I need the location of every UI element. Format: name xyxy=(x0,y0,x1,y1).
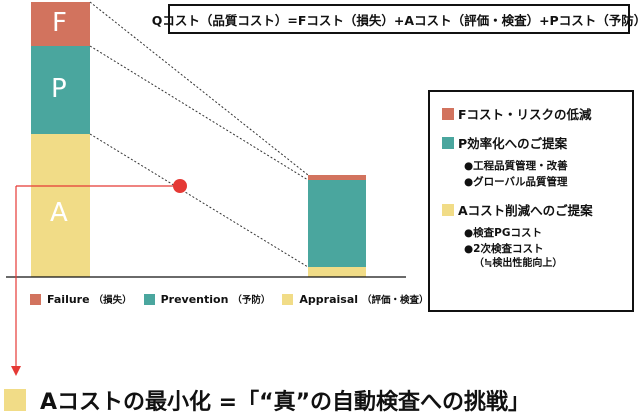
legend-group-appraisal: Aコスト削減へのご提案 ●検査PGコスト ●2次検査コスト （≒検出性能向上） xyxy=(442,200,624,270)
bar-legend-swatch-prevention xyxy=(143,293,155,305)
bar-legend-swatch-failure xyxy=(30,293,41,305)
left-bar-prevention-segment xyxy=(31,46,90,134)
legend-title-prevention: P効率化へのご提案 xyxy=(458,136,568,151)
right-bar-appraisal-segment xyxy=(308,267,366,277)
conclusion-text: Aコストの最小化 =「“真”の自動検査への挑戦」 xyxy=(40,390,531,415)
left-bar-f-label: F xyxy=(52,8,67,38)
legend-note: （≒検出性能向上） xyxy=(474,258,563,269)
legend-group-failure: Fコスト・リスクの低減 xyxy=(442,104,624,123)
bar-legend-prevention: Prevention （予防） xyxy=(143,292,271,306)
bar-legend-label: Failure xyxy=(47,292,90,306)
formula-box: Qコスト（品質コスト）=Fコスト（損失）+Aコスト（評価・検査）+Pコスト（予防… xyxy=(152,4,640,34)
connector-line-failure xyxy=(89,45,309,181)
legend-swatch-appraisal xyxy=(442,203,454,216)
legend-item: ●工程品質管理・改善 xyxy=(464,160,568,172)
conclusion-swatch xyxy=(4,389,26,411)
legend-group-prevention: P効率化へのご提案 ●工程品質管理・改善 ●グローバル品質管理 xyxy=(442,133,624,190)
legend-title-appraisal: Aコスト削減へのご提案 xyxy=(458,203,593,218)
bar-legend-appraisal: Appraisal （評価・検査） xyxy=(282,292,429,306)
solutions-legend: Fコスト・リスクの低減 P効率化へのご提案 ●工程品質管理・改善 ●グローバル品… xyxy=(428,90,634,312)
left-bar-a-label: A xyxy=(50,198,68,228)
connector-line-prevention xyxy=(89,133,309,268)
bar-legend-sub: （予防） xyxy=(232,295,271,306)
bar-legend: Failure （損失） Prevention （予防） Appraisal （… xyxy=(30,292,441,306)
appraisal-highlight-dot xyxy=(173,179,187,193)
legend-item: ●グローバル品質管理 xyxy=(464,176,568,188)
bar-legend-swatch-appraisal xyxy=(282,293,294,305)
arrow-head xyxy=(11,366,21,376)
bar-legend-label: Prevention xyxy=(160,292,229,306)
legend-swatch-failure xyxy=(442,107,454,120)
legend-item: ●検査PGコスト xyxy=(464,227,542,239)
left-bar-p-label: P xyxy=(51,74,67,104)
left-bar-failure-segment xyxy=(31,2,90,46)
bar-legend-sub: （評価・検査） xyxy=(362,295,429,306)
bar-legend-label: Appraisal xyxy=(299,292,359,306)
bar-legend-failure: Failure （損失） xyxy=(30,292,132,306)
conclusion-banner: Aコストの最小化 =「“真”の自動検査への挑戦」 xyxy=(4,384,530,416)
legend-swatch-prevention xyxy=(442,136,454,149)
right-bar-failure-segment xyxy=(308,175,366,180)
formula-text: Qコスト（品質コスト）=Fコスト（損失）+Aコスト（評価・検査）+Pコスト（予防… xyxy=(151,12,640,28)
legend-title-failure: Fコスト・リスクの低減 xyxy=(458,107,592,122)
right-bar-prevention-segment xyxy=(308,180,366,267)
left-bar-appraisal-segment xyxy=(31,134,90,277)
bar-legend-sub: （損失） xyxy=(93,295,132,306)
legend-item: ●2次検査コスト xyxy=(464,243,544,255)
